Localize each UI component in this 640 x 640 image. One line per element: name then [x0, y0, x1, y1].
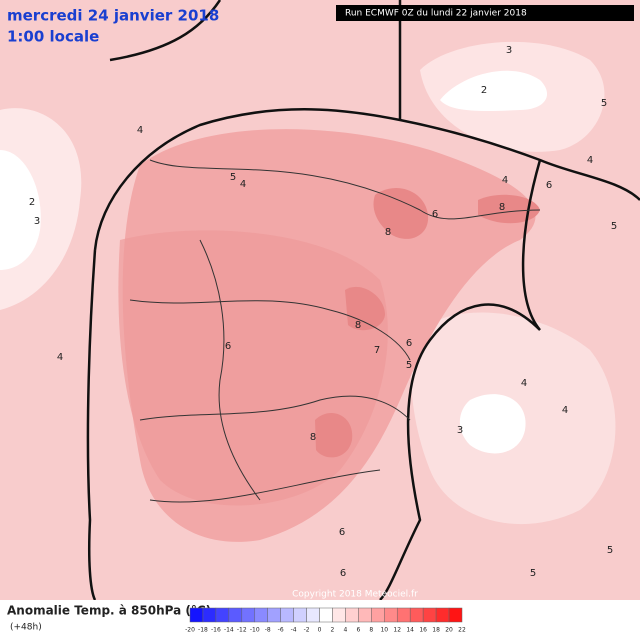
colorbar-cell: [358, 607, 372, 623]
contour-label: 2: [481, 85, 487, 96]
contour-label: 6: [546, 180, 552, 191]
colorbar-label: 16: [419, 627, 427, 634]
colorbar-label: -18: [198, 627, 208, 634]
contour-label: 8: [310, 432, 316, 443]
colorbar-label: 18: [432, 627, 440, 634]
colorbar-label: 14: [406, 627, 414, 634]
colorbar-label: 20: [445, 627, 453, 634]
colorbar-label: 4: [344, 627, 348, 634]
anomaly-area: [315, 412, 353, 458]
contour-label: 5: [607, 545, 613, 556]
contour-label: 7: [374, 345, 380, 356]
legend-subtitle: (+48h): [10, 623, 42, 633]
colorbar-label: 0: [318, 627, 322, 634]
colorbar-cell: [422, 607, 437, 623]
contour-label: 6: [406, 338, 412, 349]
contour-label: 4: [587, 155, 593, 166]
run-banner: [336, 5, 634, 21]
anomaly-area: [345, 286, 385, 331]
copyright: Copyright 2018 Meteociel.fr: [292, 590, 418, 600]
contour-label: 8: [355, 320, 361, 331]
colorbar-cell: [215, 607, 230, 623]
colorbar-cell: [435, 607, 450, 623]
colorbar-cell: [409, 607, 424, 623]
contour-label: 5: [406, 360, 412, 371]
colorbar-cell: [202, 607, 217, 623]
colorbar-label: 2: [331, 627, 335, 634]
colorbar-cell: [189, 607, 204, 623]
colorbar-cell: [254, 607, 268, 623]
colorbar-label: 22: [458, 627, 466, 634]
colorbar-cell: [384, 607, 398, 623]
contour-label: 6: [225, 341, 231, 352]
colorbar-label: 10: [380, 627, 388, 634]
colorbar-cell: [241, 607, 256, 623]
colorbar-label: -6: [278, 627, 284, 634]
contour-label: 5: [601, 98, 607, 109]
colorbar-label: -2: [304, 627, 310, 634]
anomaly-area: [0, 150, 41, 270]
legend-title: Anomalie Temp. à 850hPa (°C): [7, 604, 211, 618]
contour-label: 8: [499, 202, 505, 213]
time-label: 1:00 locale: [7, 28, 99, 46]
colorbar-cell: [228, 607, 243, 623]
coastline: [86, 0, 640, 601]
anomaly-area: [459, 394, 526, 454]
colorbar-label: -14: [224, 627, 234, 634]
colorbar-label: 6: [356, 627, 360, 634]
colorbar-cell: [396, 607, 411, 623]
colorbar-label: -8: [265, 627, 271, 634]
contour-label: 3: [506, 45, 512, 56]
contour-label: 6: [340, 568, 346, 579]
contour-label: 5: [230, 172, 236, 183]
colorbar-label: -20: [185, 627, 195, 634]
colorbar-cell: [345, 607, 359, 623]
contour-label: 5: [611, 221, 617, 232]
borders: [129, 159, 541, 503]
colorbar-label: 8: [369, 627, 373, 634]
colorbar-cell: [332, 607, 346, 623]
run-label: Run ECMWF 0Z du lundi 22 janvier 2018: [345, 9, 527, 19]
colorbar-label: -16: [211, 627, 221, 634]
anomaly-area: [373, 187, 429, 239]
colorbar-cell: [293, 607, 307, 623]
contour-label: 3: [34, 216, 40, 227]
colorbar-cell: [306, 607, 320, 623]
colorbar-cell: [280, 607, 294, 623]
anomaly-area: [440, 70, 548, 111]
colorbar-cell: [267, 607, 281, 623]
contour-label: 6: [432, 209, 438, 220]
date-label: mercredi 24 janvier 2018: [7, 7, 219, 25]
colorbar-label: -12: [237, 627, 247, 634]
contour-label: 4: [502, 175, 508, 186]
colorbar-cell: [371, 607, 385, 623]
contour-label: 4: [137, 125, 143, 136]
colorbar-label: 12: [393, 627, 401, 634]
contour-label: 3: [457, 425, 463, 436]
contour-label: 4: [240, 179, 246, 190]
contour-label: 6: [339, 527, 345, 538]
contour-label: 4: [562, 405, 568, 416]
contour-label: 4: [57, 352, 63, 363]
contour-label: 8: [385, 227, 391, 238]
contour-label: 4: [521, 378, 527, 389]
contour-label: 2: [29, 197, 35, 208]
colorbar-cell: [319, 607, 333, 623]
anomaly-area: [478, 194, 540, 224]
colorbar-label: -10: [250, 627, 260, 634]
contour-label: 5: [530, 568, 536, 579]
colorbar-label: -4: [291, 627, 297, 634]
colorbar-cell: [448, 607, 463, 623]
